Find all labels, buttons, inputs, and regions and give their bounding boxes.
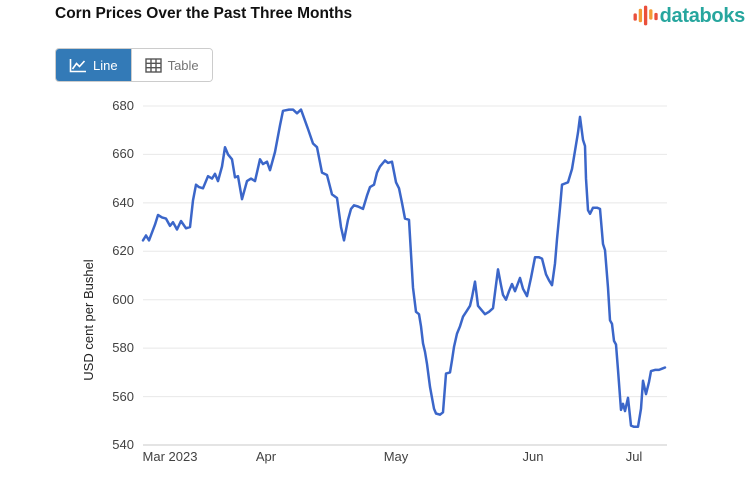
x-tick-label-jul: Jul	[625, 449, 643, 464]
x-tick-label-may: May	[383, 449, 409, 464]
line-view-button[interactable]: Line	[56, 49, 131, 81]
y-tick-label-580: 580	[112, 340, 134, 356]
y-tick-label-540: 540	[112, 437, 134, 452]
x-tick-label-apr: Apr	[255, 449, 277, 464]
line-view-label: Line	[93, 57, 118, 73]
y-tick-label-680: 680	[112, 98, 134, 113]
y-tick-label-600: 600	[112, 291, 134, 307]
price-line-chart[interactable]	[141, 105, 667, 446]
x-tick-label-jun: Jun	[522, 449, 544, 464]
y-tick-label-560: 560	[112, 388, 134, 404]
gridlines	[143, 105, 667, 446]
table-grid-icon	[144, 57, 162, 73]
y-tick-label-640: 640	[112, 194, 134, 210]
line-chart-icon	[69, 58, 86, 72]
y-tick-label-620: 620	[112, 243, 134, 259]
databoks-logo[interactable]: databoks	[633, 4, 745, 29]
x-tick-label-mar-2023: Mar 2023	[142, 449, 198, 464]
corn-price-series-line	[141, 108, 667, 429]
page-title: Corn Prices Over the Past Three Months	[55, 5, 353, 22]
table-view-label: Table	[167, 57, 199, 73]
view-toggle-group: Line Table	[55, 48, 213, 82]
table-view-button[interactable]: Table	[130, 49, 212, 81]
databoks-bars-icon	[633, 5, 658, 26]
databoks-logo-text: databoks	[659, 5, 746, 27]
y-tick-label-660: 660	[112, 146, 134, 162]
